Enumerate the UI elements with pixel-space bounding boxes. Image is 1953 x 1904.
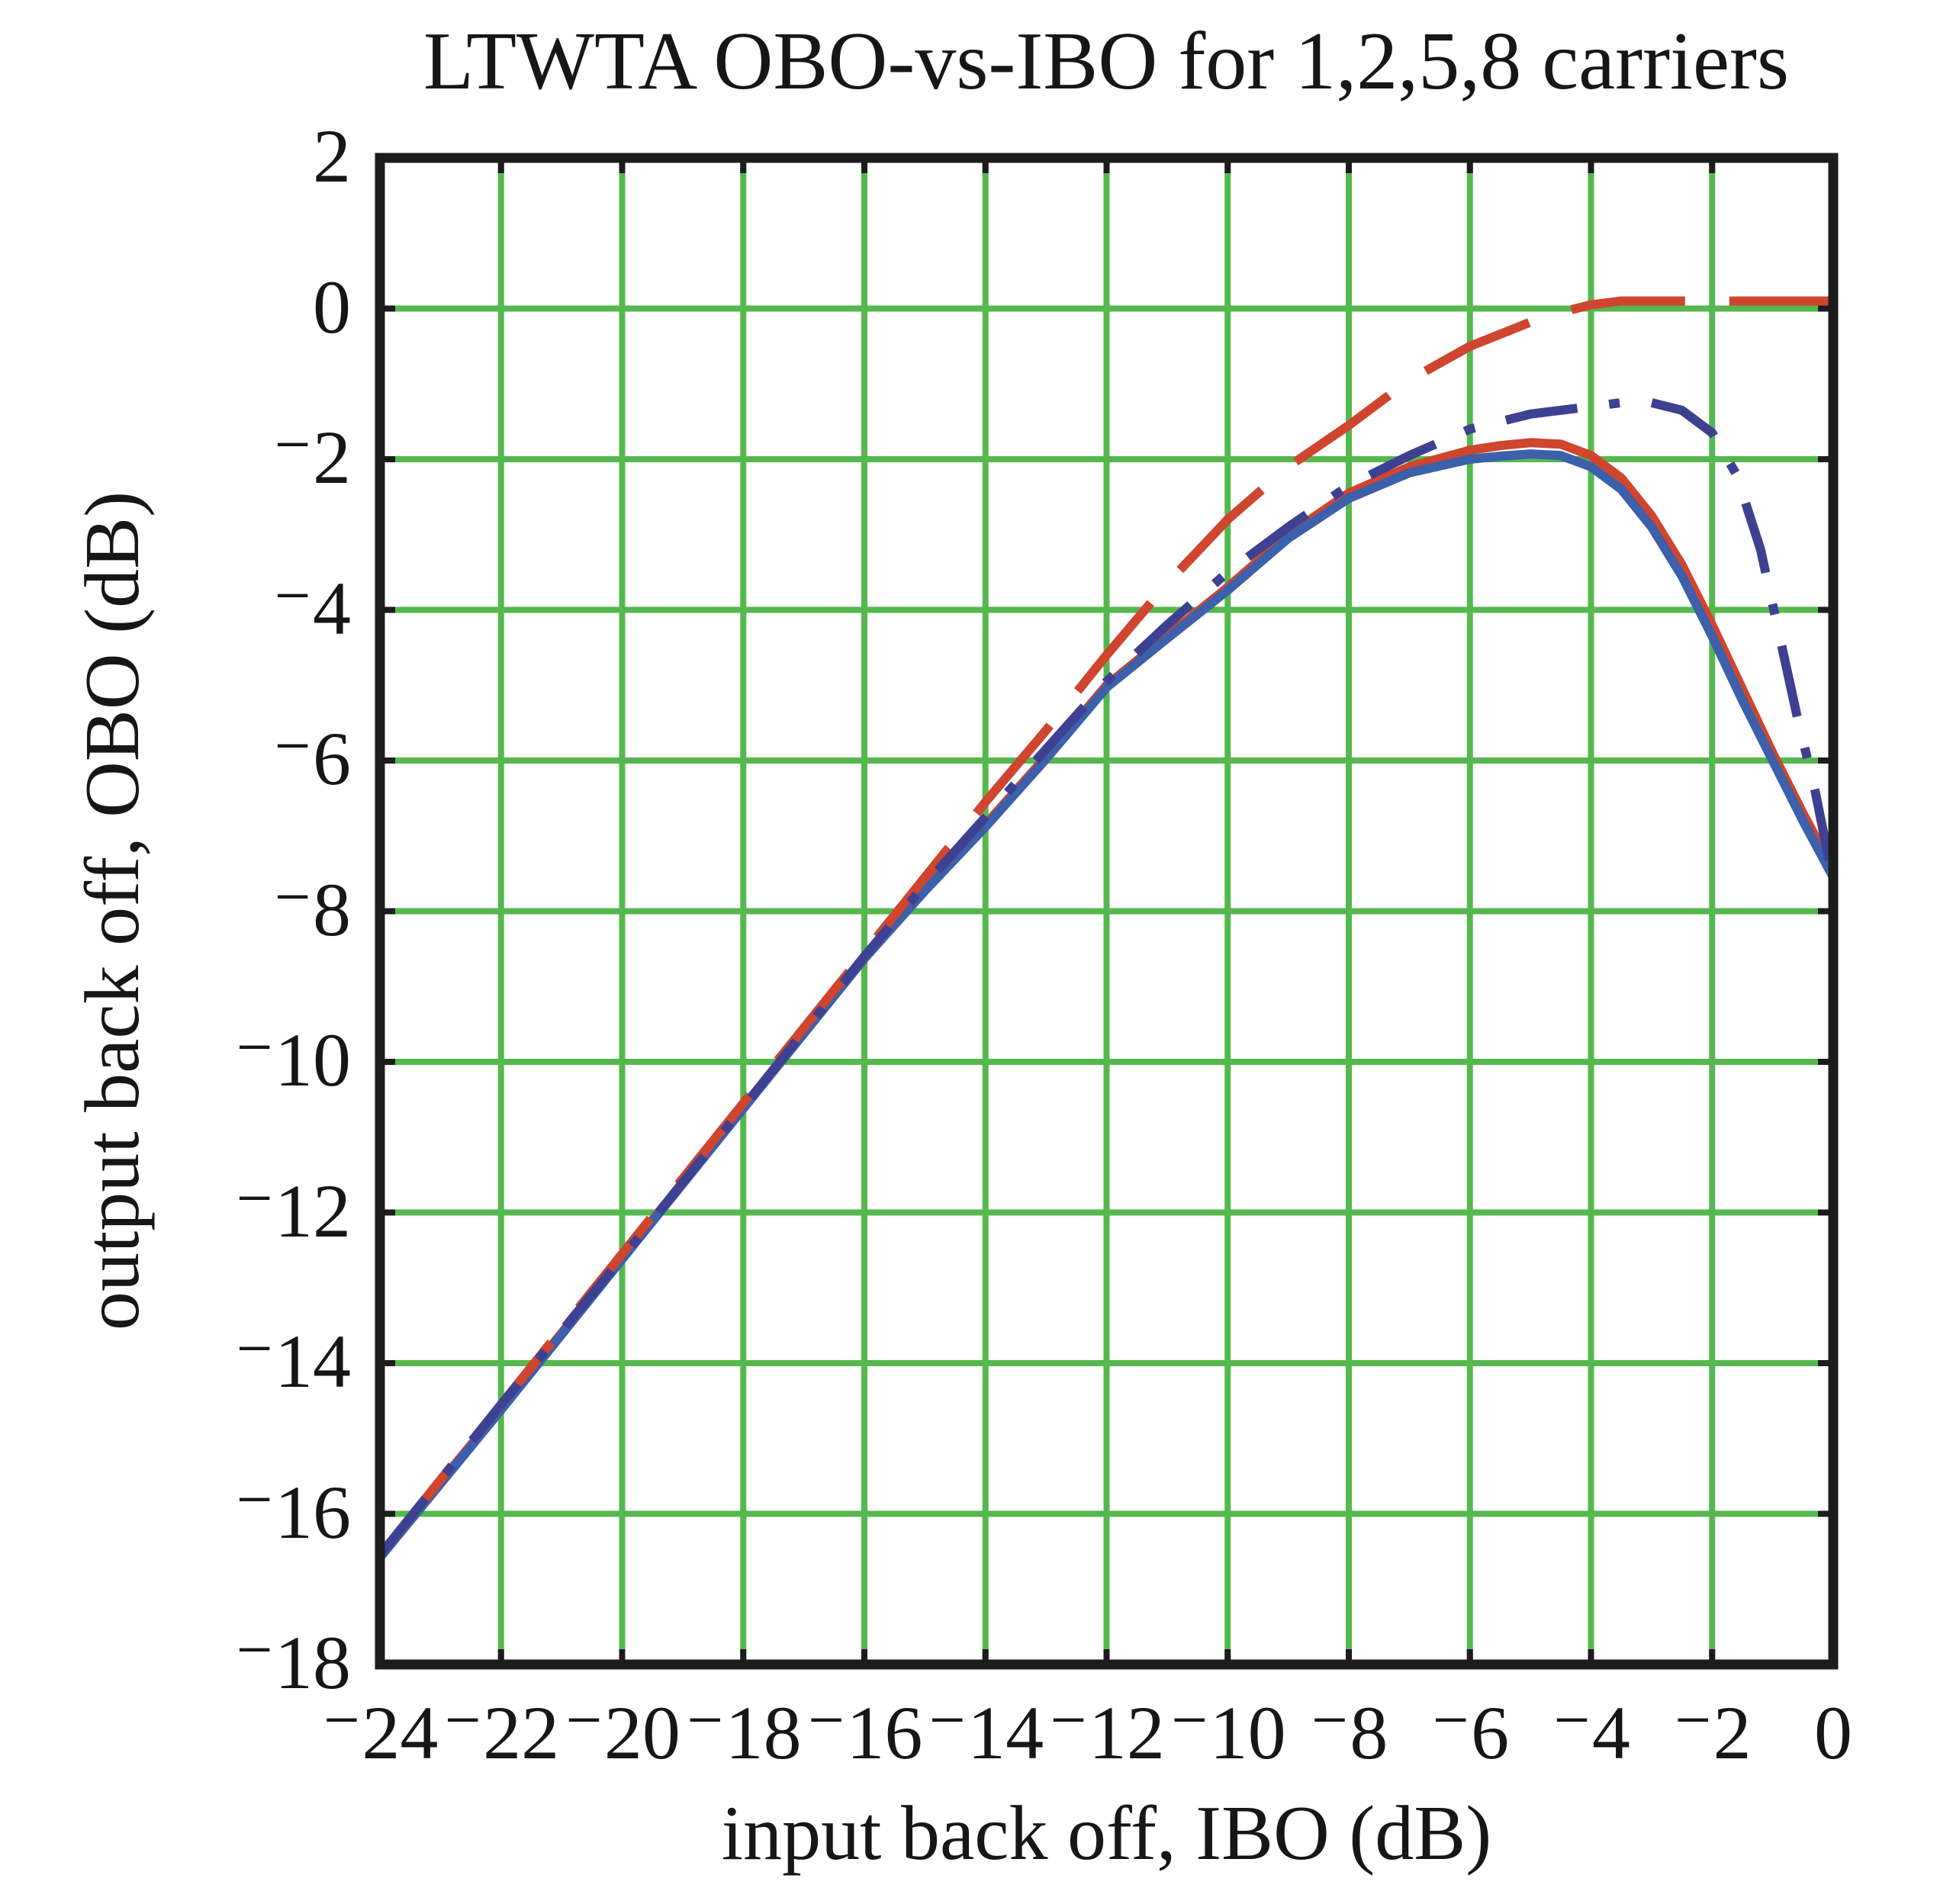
x-tick-label: ⁻22 <box>442 1690 560 1775</box>
y-tick-label: 0 <box>313 264 351 349</box>
x-tick-label: ⁻4 <box>1552 1690 1630 1775</box>
x-tick-label: ⁻14 <box>927 1690 1044 1775</box>
x-tick-label: ⁻10 <box>1169 1690 1286 1775</box>
x-tick-label: ⁻20 <box>564 1690 680 1775</box>
x-tick-label: ⁻2 <box>1672 1690 1752 1775</box>
x-tick-label: ⁻24 <box>321 1690 439 1775</box>
x-tick-label: 0 <box>1814 1690 1852 1775</box>
y-tick-label: ⁻2 <box>272 415 351 500</box>
x-tick-label: ⁻18 <box>684 1690 802 1775</box>
y-tick-label: ⁻16 <box>234 1469 351 1555</box>
y-tick-label: ⁻6 <box>272 716 351 801</box>
y-tick-label: ⁻18 <box>234 1620 351 1705</box>
x-axis-label: input back off, IBO (dB) <box>721 1790 1492 1877</box>
chart-title: LTWTA OBO-vs-IBO for 1,2,5,8 carriers <box>423 16 1789 107</box>
y-tick-label: ⁻14 <box>234 1319 351 1404</box>
series-1-carrier <box>376 296 1833 1558</box>
x-tick-label: ⁻6 <box>1430 1690 1510 1775</box>
y-tick-label: ⁻8 <box>272 867 351 952</box>
plot-frame <box>375 153 1839 1670</box>
x-tick-label: ⁻16 <box>806 1690 923 1775</box>
y-tick-label: ⁻12 <box>234 1168 351 1253</box>
y-tick-label: 2 <box>313 114 351 198</box>
x-tick-label: ⁻8 <box>1309 1690 1388 1775</box>
series-2-carriers <box>376 397 1838 1558</box>
y-tick-label: ⁻10 <box>234 1018 351 1102</box>
y-tick-label: ⁻4 <box>272 565 351 651</box>
x-tick-label: ⁻12 <box>1048 1690 1165 1775</box>
